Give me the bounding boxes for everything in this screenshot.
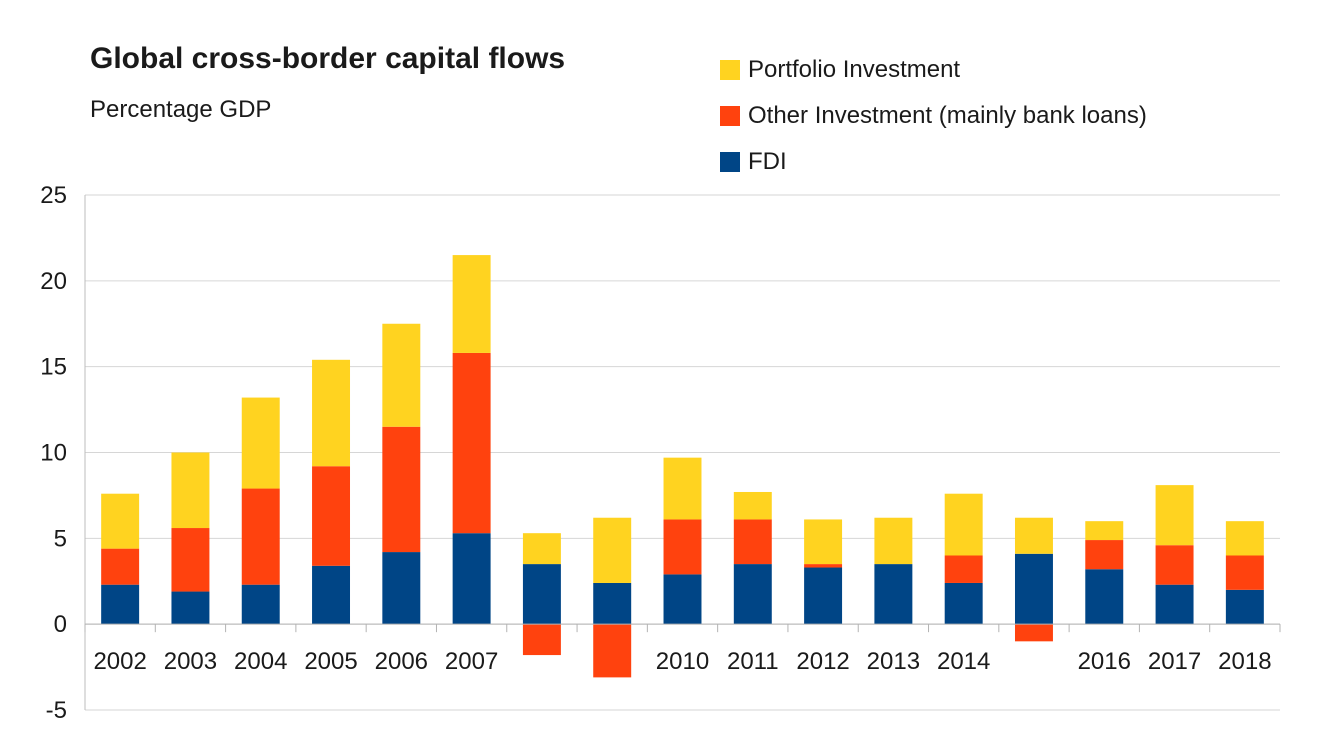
bar-fdi-2002 [101,584,140,625]
y-tick-label: 20 [40,268,67,295]
x-tick-label: 2016 [1078,648,1131,675]
bar-portfolio-2012 [804,519,843,565]
bar-other-2005 [312,466,351,566]
bar-other-2004 [241,488,280,585]
bar-other-2017 [1155,545,1194,585]
bar-portfolio-2004 [241,397,280,489]
bar-other-2012 [804,564,843,568]
bar-other-2007 [452,352,491,534]
bar-portfolio-2016 [1085,521,1124,541]
bar-fdi-2013 [874,564,913,625]
legend: Portfolio Investment Other Investment (m… [720,47,1147,185]
bar-other-2011 [733,519,772,565]
bar-fdi-2006 [382,552,421,625]
bar-other-2003 [171,528,210,592]
bar-other-2009 [593,624,632,678]
legend-item-fdi: FDI [720,139,1147,185]
bar-fdi-2011 [733,564,772,625]
bar-portfolio-2003 [171,452,210,529]
y-tick-label: -5 [46,697,67,724]
bar-other-2015 [1014,624,1053,642]
x-tick-label: 2013 [867,648,920,675]
bar-fdi-2009 [593,582,632,625]
y-tick-label: 0 [54,611,67,638]
bar-fdi-2014 [944,582,983,625]
bar-portfolio-2008 [522,533,561,565]
bar-portfolio-2014 [944,493,983,556]
bar-other-2018 [1225,555,1264,590]
bar-portfolio-2007 [452,255,491,353]
bar-fdi-2003 [171,591,210,625]
bar-portfolio-2017 [1155,485,1194,546]
x-tick-label: 2007 [445,648,498,675]
bar-portfolio-2010 [663,457,702,520]
legend-swatch-portfolio [720,60,740,80]
x-tick-label: 2011 [727,648,779,675]
legend-label-portfolio: Portfolio Investment [748,56,961,83]
bar-other-2010 [663,519,702,575]
bar-fdi-2007 [452,533,491,625]
bar-portfolio-2011 [733,491,772,520]
y-tick-label: 15 [40,354,67,381]
x-tick-label: 2010 [656,648,709,675]
legend-label-other-investment: Other Investment (mainly bank loans) [748,102,1147,129]
bar-fdi-2008 [522,564,561,625]
bar-other-2008 [522,624,561,656]
bar-portfolio-2013 [874,517,913,565]
x-tick-label: 2014 [937,648,990,675]
x-tick-label: 2018 [1218,648,1271,675]
bar-other-2016 [1085,540,1124,570]
bar-fdi-2005 [312,565,351,625]
x-tick-label: 2002 [93,648,146,675]
bar-fdi-2015 [1014,553,1053,625]
bar-portfolio-2018 [1225,521,1264,556]
legend-item-portfolio: Portfolio Investment [720,47,1147,93]
bar-fdi-2012 [804,567,843,625]
chart-subtitle: Percentage GDP [90,96,272,123]
bar-portfolio-2015 [1014,517,1053,554]
x-tick-label: 2003 [164,648,217,675]
x-tick-label: 2017 [1148,648,1201,675]
x-tick-label: 2012 [796,648,849,675]
x-tick-label: 2005 [304,648,357,675]
bar-portfolio-2002 [101,493,140,549]
bar-other-2006 [382,426,421,553]
bar-fdi-2016 [1085,569,1124,625]
bar-portfolio-2006 [382,323,421,427]
legend-label-fdi: FDI [748,148,787,175]
y-tick-label: 25 [40,182,67,209]
bar-other-2014 [944,555,983,583]
legend-item-other-investment: Other Investment (mainly bank loans) [720,93,1147,139]
y-tick-label: 10 [40,440,67,467]
bar-portfolio-2005 [312,359,351,467]
bar-other-2002 [101,548,140,585]
x-tick-label: 2006 [375,648,428,675]
bar-fdi-2018 [1225,589,1264,625]
legend-swatch-fdi [720,152,740,172]
x-tick-label: 2004 [234,648,287,675]
legend-swatch-other-investment [720,106,740,126]
bar-fdi-2010 [663,574,702,625]
bar-portfolio-2009 [593,517,632,583]
bar-fdi-2017 [1155,584,1194,625]
bar-fdi-2004 [241,584,280,625]
chart-title: Global cross-border capital flows [90,42,566,75]
y-tick-label: 5 [54,525,67,552]
